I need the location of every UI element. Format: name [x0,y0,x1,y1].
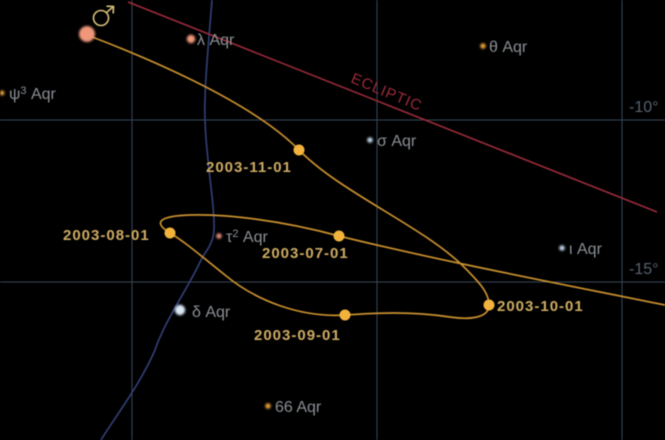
svg-text:σ Aqr: σ Aqr [377,133,417,150]
svg-text:2003-08-01: 2003-08-01 [63,227,150,244]
svg-text:ECLIPTIC: ECLIPTIC [348,70,424,115]
svg-text:2003-07-01: 2003-07-01 [262,245,349,262]
svg-text:ι Aqr: ι Aqr [569,241,603,258]
svg-text:2003-11-01: 2003-11-01 [206,159,292,176]
svg-text:-15°: -15° [629,261,659,278]
svg-text:ψ3 Aqr: ψ3 Aqr [9,85,57,103]
svg-text:λ Aqr: λ Aqr [197,32,235,49]
svg-text:θ Aqr: θ Aqr [489,39,528,56]
svg-text:2003-09-01: 2003-09-01 [254,327,341,344]
svg-text:-10°: -10° [629,99,659,116]
svg-text:τ2 Aqr: τ2 Aqr [226,228,268,246]
svg-text:δ Aqr: δ Aqr [192,304,231,321]
svg-text:66 Aqr: 66 Aqr [275,399,322,416]
svg-text:2003-10-01: 2003-10-01 [497,298,584,315]
